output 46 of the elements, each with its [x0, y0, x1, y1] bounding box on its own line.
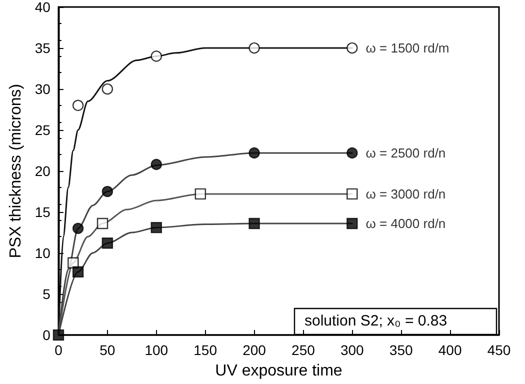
y-tick-label: 40	[34, 0, 51, 15]
point	[346, 188, 358, 200]
x-tick-label: 450	[487, 342, 511, 358]
point	[96, 218, 108, 230]
x-axis-title: UV exposure time	[215, 362, 342, 380]
point	[102, 83, 114, 95]
point	[72, 266, 84, 278]
point	[72, 222, 84, 234]
point	[150, 158, 162, 170]
x-tick-label: 50	[100, 342, 116, 358]
point	[72, 100, 84, 111]
annotation: solution S2; x₀ = 0.83	[304, 312, 448, 330]
point	[150, 50, 162, 62]
point	[102, 238, 114, 249]
y-tick-label: 10	[34, 245, 51, 261]
series-label: ω = 2500 rd/n	[366, 145, 446, 160]
x-tick-label: 150	[194, 342, 218, 358]
point	[346, 147, 358, 159]
y-tick-label: 20	[34, 163, 51, 179]
point	[248, 218, 260, 230]
y-tick-label: 35	[34, 40, 51, 56]
series-label: ω = 1500 rd/m	[366, 40, 450, 56]
point	[52, 329, 64, 341]
y-tick-label: 25	[34, 122, 51, 138]
point	[150, 222, 162, 234]
x-tick-label: 0	[54, 342, 63, 358]
x-tick-label: 400	[438, 342, 462, 358]
x-tick-label: 200	[242, 342, 266, 358]
point	[346, 42, 358, 54]
y-tick-label: 15	[34, 204, 51, 220]
series-label: ω = 3000 rd/n	[366, 186, 446, 202]
point	[68, 257, 79, 268]
y-tick-label: 5	[42, 286, 51, 302]
x-tick-label: 300	[340, 342, 364, 358]
point	[194, 188, 206, 200]
y-axis-title: PSX thickness (microns)	[8, 84, 24, 258]
x-tick-label: 350	[389, 342, 413, 358]
point	[346, 218, 358, 230]
point	[248, 147, 260, 159]
x-tick-label: 100	[144, 342, 168, 358]
x-tick-label: 250	[292, 342, 316, 358]
y-tick-label: 30	[34, 81, 51, 97]
point	[102, 186, 114, 198]
y-tick-label: 0	[42, 327, 51, 343]
series-label: ω = 4000 rd/n	[366, 216, 446, 231]
point	[248, 42, 260, 54]
